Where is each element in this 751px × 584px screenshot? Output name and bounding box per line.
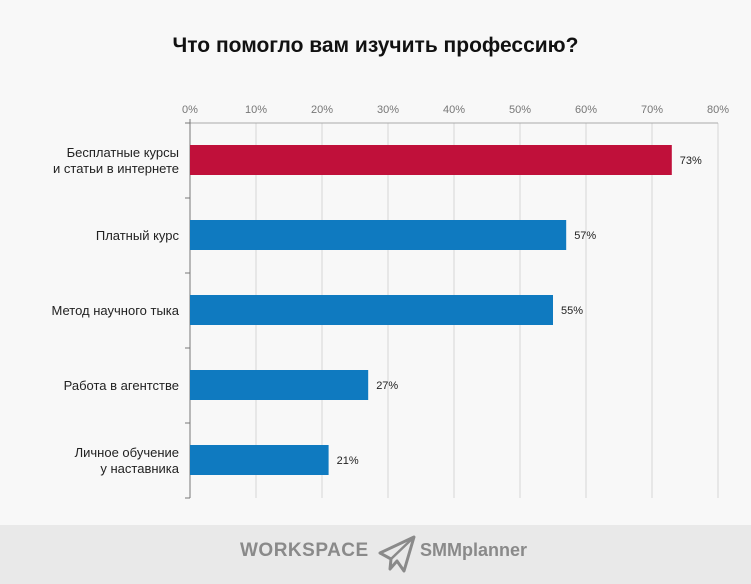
bar [190, 295, 553, 325]
data-label: 55% [561, 305, 583, 317]
x-tick-label: 60% [575, 104, 597, 116]
bar [190, 220, 567, 250]
category-label: Личное обучение у наставника [75, 445, 180, 476]
x-tick-label: 30% [377, 104, 399, 116]
data-label: 57% [574, 230, 596, 242]
paper-plane-icon [378, 535, 416, 573]
category-label: Метод научного тыка [52, 303, 180, 318]
data-label: 73% [680, 155, 702, 167]
workspace-logo: WORKSPACE [240, 540, 369, 561]
x-tick-label: 40% [443, 104, 465, 116]
x-tick-label: 50% [509, 104, 531, 116]
bar [190, 370, 369, 400]
x-tick-label: 0% [182, 104, 198, 116]
category-label: Бесплатные курсы и статьи в интернете [53, 145, 179, 176]
x-tick-label: 70% [641, 104, 663, 116]
x-tick-label: 10% [245, 104, 267, 116]
data-label: 21% [337, 455, 359, 467]
x-tick-label: 20% [311, 104, 333, 116]
smmplanner-logo: SMMplanner [420, 540, 528, 560]
data-label: 27% [376, 380, 398, 392]
category-label: Работа в агентстве [64, 378, 179, 393]
footer: WORKSPACE SMMplanner [0, 525, 751, 584]
chart-title: Что помогло вам изучить профессию? [172, 34, 579, 57]
category-label: Платный курс [96, 228, 180, 243]
bar [190, 145, 672, 175]
bar-chart: 0% 10% 20% 30% 40% 50% 60% 70% 80% 73% Бесплатные … [52, 104, 729, 499]
bar [190, 445, 329, 475]
x-tick-label: 80% [707, 104, 729, 116]
